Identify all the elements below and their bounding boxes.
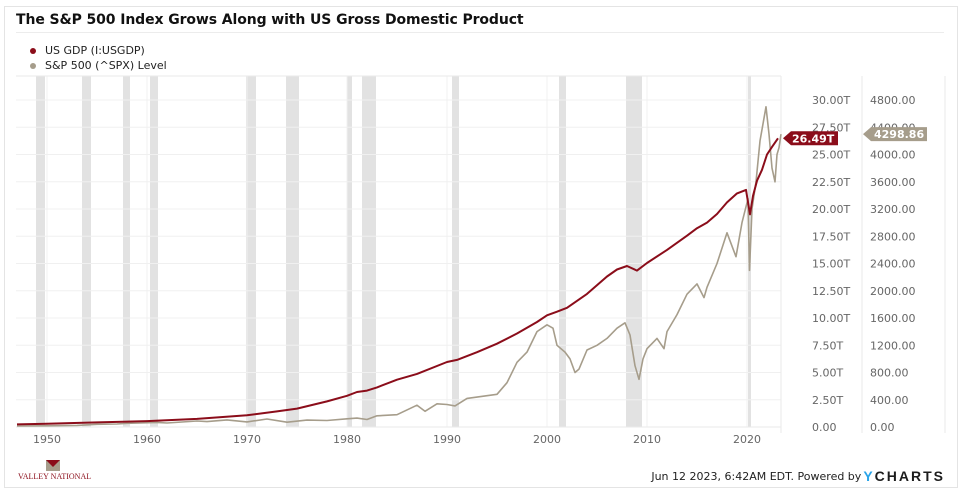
x-tick-label: 1960 [133,433,161,446]
left-axis-tick-label: 25.00T [812,149,850,162]
footer: Jun 12 2023, 6:42AM EDT. Powered by YCHA… [651,468,945,484]
valley-national-logo: VALLEY NATIONAL [18,460,91,481]
legend-marker-gdp [30,47,36,54]
right-axis-tick-label: 1200.00 [870,339,916,352]
recession-band [123,76,130,427]
left-axis-tick-label: 22.50T [812,176,850,189]
right-axis-tick-label: 2800.00 [870,230,916,243]
chart-frame [4,6,958,488]
recession-band [559,76,566,427]
ycharts-y-icon: Y [863,468,875,484]
last-value-flags: 26.49T 4298.86 [783,127,927,146]
spx-last-value-flag [863,127,927,142]
left-axis-tick-label: 17.50T [812,230,850,243]
x-tick-label: 1980 [333,433,361,446]
legend-label-spx: S&P 500 (^SPX) Level [45,59,167,72]
right-axis-tick-label: 3600.00 [870,176,916,189]
left-axis-tick-label: 2.50T [812,394,843,407]
recession-band [362,76,376,427]
x-tick-label: 1970 [233,433,261,446]
x-tick-label: 1990 [433,433,461,446]
legend-label-gdp: US GDP (I:USGDP) [45,44,145,57]
right-axis-tick-label: 4000.00 [870,149,916,162]
right-axis-tick-label: 2000.00 [870,285,916,298]
left-axis-tick-label: 15.00T [812,258,850,271]
legend-item-gdp[interactable]: US GDP (I:USGDP) [30,43,167,58]
spx-last-value-label: 4298.86 [874,128,924,141]
x-tick-label: 1950 [33,433,61,446]
legend: US GDP (I:USGDP) S&P 500 (^SPX) Level [30,43,167,73]
series-lines [16,106,782,427]
x-tick-label: 2010 [633,433,661,446]
x-axis-ticks: 1950 1960 1970 1980 1990 2000 2010 2020 [33,433,761,446]
left-axis-tick-label: 7.50T [812,339,843,352]
right-axis-tick-label: 3200.00 [870,203,916,216]
left-axis-tick-label: 27.50T [812,121,850,134]
recession-band [452,76,459,427]
recession-band [347,76,352,427]
left-axis-ticks: 0.00 2.50T 5.00T 7.50T 10.00T 12.50T 15.00T 17.… [812,94,850,434]
logo-text: VALLEY NATIONAL [18,472,91,481]
right-axis-ticks: 0.00 400.00 800.00 1200.00 1600.00 2000.00 240… [870,94,916,434]
legend-item-spx[interactable]: S&P 500 (^SPX) Level [30,58,167,73]
recession-band [82,76,91,427]
left-axis-tick-label: 0.00 [812,421,837,434]
x-tick-label: 2020 [733,433,761,446]
left-axis-tick-label: 12.50T [812,285,850,298]
recession-band [246,76,256,427]
right-axis-tick-label: 400.00 [870,394,909,407]
left-axis-tick-label: 5.00T [812,367,843,380]
right-axis-tick-label: 2400.00 [870,258,916,271]
series-line-spx [16,106,782,427]
gdp-last-value-flag [783,131,838,146]
legend-marker-spx [30,62,36,69]
recession-bands [36,76,751,427]
series-line-gdp [16,137,779,426]
chart-title: The S&P 500 Index Grows Along with US Gr… [16,12,524,28]
title-divider [16,32,944,33]
left-axis-tick-label: 20.00T [812,203,850,216]
recession-band [286,76,299,427]
right-axis-tick-label: 0.00 [870,421,895,434]
ycharts-wordmark: CHARTS [874,468,945,484]
right-axis-tick-label: 800.00 [870,367,909,380]
logo-chevron-icon [46,460,60,467]
ycharts-logo[interactable]: YCHARTS [863,468,945,484]
left-axis-tick-label: 30.00T [812,94,850,107]
right-axis-tick-label: 4800.00 [870,94,916,107]
gdp-last-value-label: 26.49T [792,132,835,145]
recession-band [36,76,45,427]
footer-timestamp: Jun 12 2023, 6:42AM EDT. [651,469,795,483]
recession-band [150,76,158,427]
gridlines [16,75,946,433]
right-axis-tick-label: 1600.00 [870,312,916,325]
left-axis-tick-label: 10.00T [812,312,850,325]
footer-powered-by: Powered by [797,469,862,483]
x-tick-label: 2000 [533,433,561,446]
